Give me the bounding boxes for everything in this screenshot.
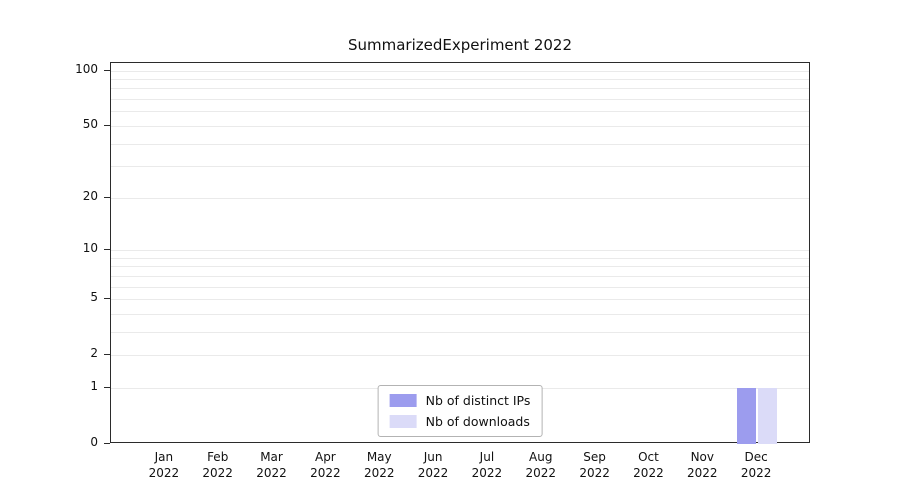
y-tick-label: 20 bbox=[82, 188, 98, 203]
gridline bbox=[111, 143, 809, 145]
bar-nb-of-downloads bbox=[758, 387, 778, 444]
y-tick-mark bbox=[104, 443, 110, 444]
x-tick-label: Feb 2022 bbox=[202, 450, 233, 480]
y-tick-mark bbox=[104, 69, 110, 71]
gridline bbox=[111, 299, 809, 301]
x-tick-label: May 2022 bbox=[363, 450, 395, 480]
x-tick-label: Sep 2022 bbox=[579, 450, 610, 480]
gridline bbox=[111, 313, 809, 315]
plot-area: Nb of distinct IPs Nb of downloads bbox=[110, 62, 810, 444]
y-tick-mark bbox=[104, 298, 110, 300]
legend-swatch-downloads bbox=[389, 415, 417, 428]
gridline bbox=[111, 70, 809, 72]
chart-title: SummarizedExperiment 2022 bbox=[347, 36, 572, 54]
gridline bbox=[111, 79, 809, 81]
x-tick-label: Jun 2022 bbox=[417, 450, 449, 480]
y-tick-label: 5 bbox=[90, 290, 98, 305]
gridline bbox=[111, 286, 809, 288]
gridline bbox=[111, 266, 809, 268]
y-tick-mark bbox=[104, 354, 110, 356]
gridline bbox=[111, 197, 809, 199]
bar-nb-of-distinct-ips bbox=[737, 387, 757, 444]
y-tick-label: 2 bbox=[90, 346, 98, 361]
y-tick-label: 0 bbox=[90, 435, 98, 449]
x-tick-label: Jul 2022 bbox=[471, 450, 503, 480]
x-tick-label: Apr 2022 bbox=[310, 450, 341, 480]
gridline bbox=[111, 88, 809, 90]
x-tick-label: Nov 2022 bbox=[687, 450, 718, 480]
x-tick-label: Oct 2022 bbox=[633, 450, 664, 480]
legend-item-downloads: Nb of downloads bbox=[389, 414, 531, 429]
x-tick-label: Mar 2022 bbox=[256, 450, 287, 480]
y-tick-label: 50 bbox=[82, 116, 98, 131]
legend-label-downloads: Nb of downloads bbox=[425, 414, 530, 429]
gridline bbox=[111, 111, 809, 113]
gridline bbox=[111, 99, 809, 101]
gridline bbox=[111, 275, 809, 277]
y-tick-label: 1 bbox=[90, 378, 98, 393]
legend-item-distinct-ips: Nb of distinct IPs bbox=[389, 393, 531, 408]
gridline bbox=[111, 250, 809, 251]
x-tick-label: Aug 2022 bbox=[525, 450, 557, 480]
y-tick-mark bbox=[104, 196, 110, 198]
gridline bbox=[111, 257, 809, 259]
gridline bbox=[111, 331, 809, 333]
gridline bbox=[111, 355, 809, 357]
y-tick-mark bbox=[104, 249, 110, 250]
x-tick-label: Jan 2022 bbox=[148, 450, 180, 480]
y-tick-mark bbox=[104, 386, 110, 388]
legend: Nb of distinct IPs Nb of downloads bbox=[377, 385, 543, 437]
gridline bbox=[111, 125, 809, 127]
y-tick-label: 100 bbox=[75, 61, 98, 76]
gridline bbox=[111, 166, 809, 168]
x-tick-label: Dec 2022 bbox=[740, 450, 772, 480]
y-tick-mark bbox=[104, 124, 110, 126]
legend-swatch-distinct-ips bbox=[389, 394, 417, 407]
y-tick-label: 10 bbox=[82, 241, 98, 255]
legend-label-distinct-ips: Nb of distinct IPs bbox=[425, 393, 531, 408]
